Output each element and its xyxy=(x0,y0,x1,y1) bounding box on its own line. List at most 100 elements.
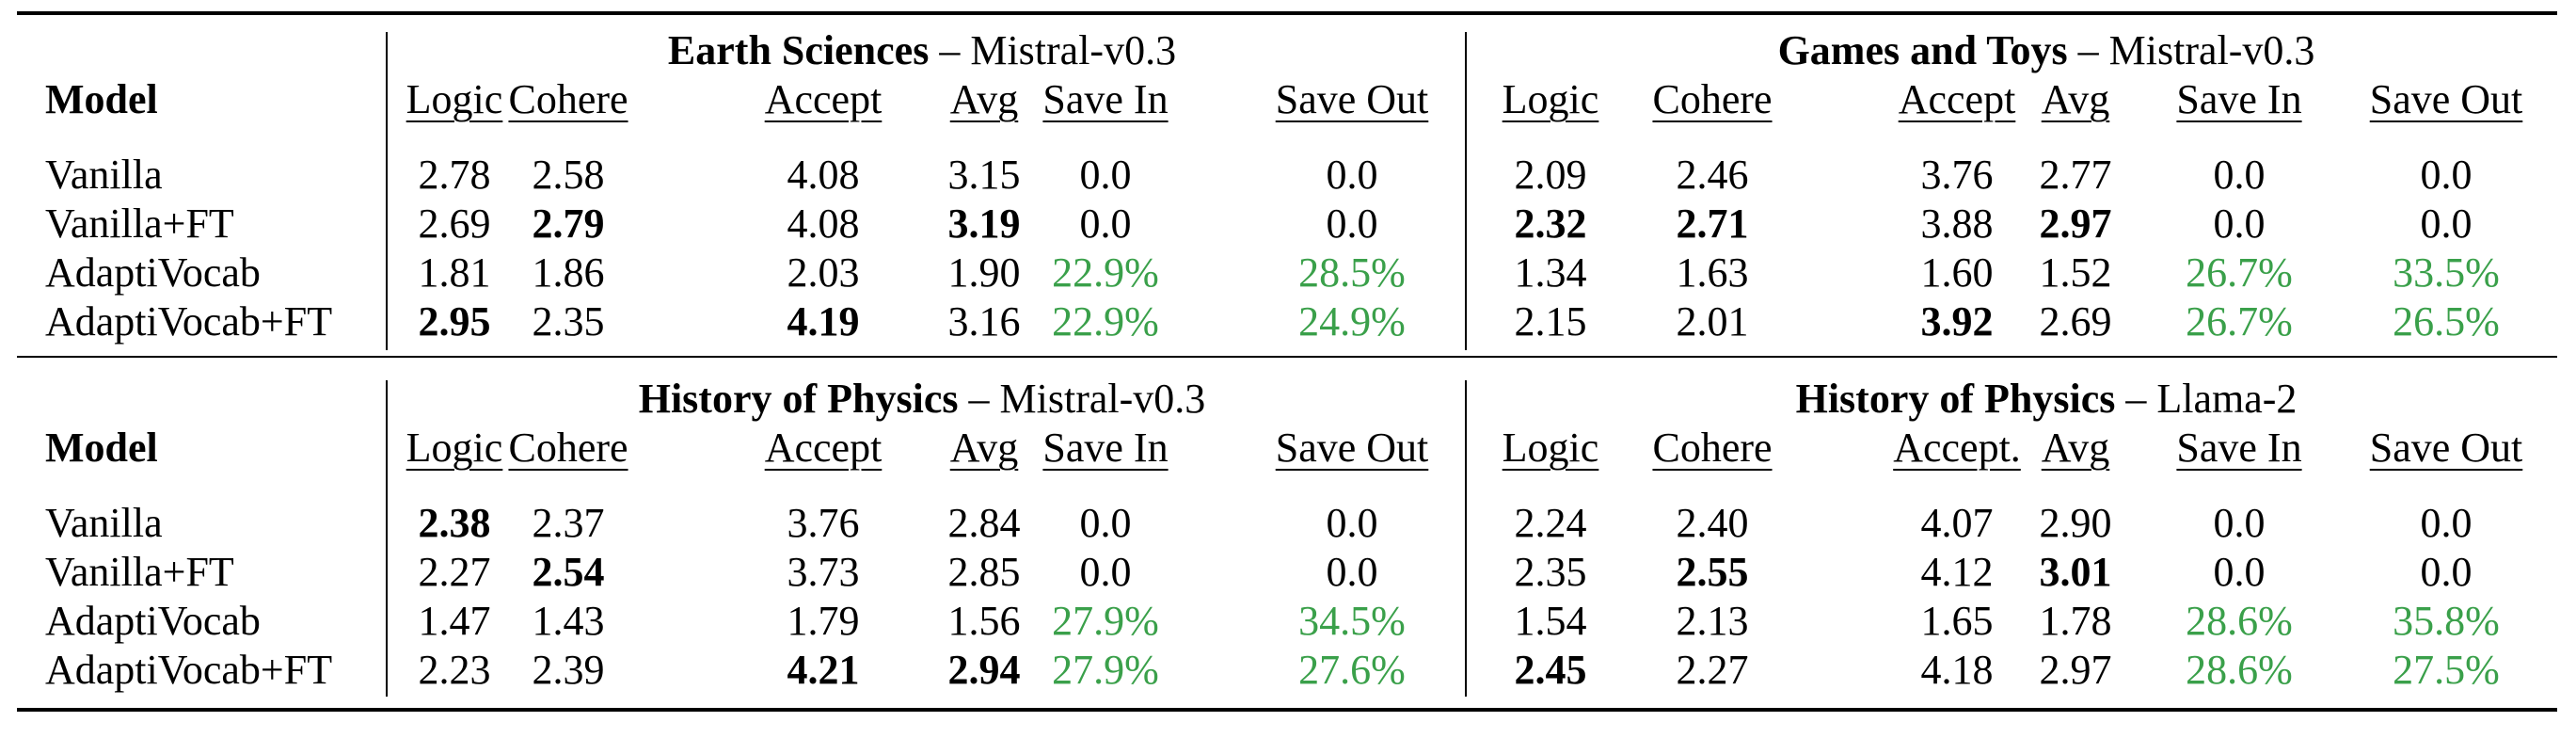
column-header: Save Out xyxy=(2369,76,2523,122)
mid-rule xyxy=(17,356,2557,358)
table-cell: 2.79 xyxy=(532,201,605,247)
table-cell: 24.9% xyxy=(1298,298,1406,345)
panel-title: History of Physics – Mistral-v0.3 xyxy=(639,375,1206,424)
table-cell: 3.76 xyxy=(1920,152,1994,198)
table-cell: 2.46 xyxy=(1676,152,1749,198)
table-cell: 0.0 xyxy=(2213,500,2266,546)
panel-title-model: – Mistral-v0.3 xyxy=(929,27,1177,73)
table-cell: 1.90 xyxy=(947,249,1021,296)
table-cell: 22.9% xyxy=(1052,298,1159,345)
model-name: AdaptiVocab+FT xyxy=(45,647,333,693)
table-cell: 2.90 xyxy=(2039,500,2112,546)
row-header-label: Model xyxy=(45,76,158,122)
table-cell: 1.60 xyxy=(1920,249,1994,296)
table-cell: 28.6% xyxy=(2186,647,2293,693)
table-cell: 2.58 xyxy=(532,152,605,198)
column-header: Save Out xyxy=(1275,425,1429,471)
table-cell: 2.13 xyxy=(1676,598,1749,644)
table-cell: 3.15 xyxy=(947,152,1021,198)
table-cell: 0.0 xyxy=(2213,201,2266,247)
table-cell: 1.79 xyxy=(787,598,860,644)
table-cell: 0.0 xyxy=(1079,549,1132,595)
table-cell: 0.0 xyxy=(2420,152,2473,198)
table-cell: 2.27 xyxy=(1676,647,1749,693)
table-cell: 2.39 xyxy=(532,647,605,693)
table-cell: 2.54 xyxy=(532,549,605,595)
table-cell: 2.32 xyxy=(1514,201,1587,247)
table-cell: 4.21 xyxy=(787,647,860,693)
table-cell: 0.0 xyxy=(2420,201,2473,247)
table-cell: 2.78 xyxy=(418,152,491,198)
panel-title-domain: History of Physics xyxy=(638,376,959,422)
column-header: Logic xyxy=(1502,76,1599,122)
model-name: Vanilla xyxy=(45,500,163,546)
column-header: Save Out xyxy=(1275,76,1429,122)
column-header: Logic xyxy=(405,425,503,471)
table-cell: 1.43 xyxy=(532,598,605,644)
table-cell: 4.07 xyxy=(1920,500,1994,546)
panel-title-domain: Games and Toys xyxy=(1777,27,2068,73)
table-cell: 4.08 xyxy=(787,152,860,198)
table-cell: 0.0 xyxy=(2213,549,2266,595)
top-rule xyxy=(17,11,2557,15)
table-cell: 35.8% xyxy=(2393,598,2500,644)
column-header: Accept. xyxy=(1893,425,2021,471)
table-cell: 3.01 xyxy=(2039,549,2112,595)
table-cell: 4.12 xyxy=(1920,549,1994,595)
table-cell: 3.73 xyxy=(787,549,860,595)
table-cell: 2.35 xyxy=(1514,549,1587,595)
column-header: Cohere xyxy=(1652,76,1773,122)
column-header: Cohere xyxy=(508,76,628,122)
table-cell: 27.9% xyxy=(1052,647,1159,693)
table-cell: 2.15 xyxy=(1514,298,1587,345)
model-name: AdaptiVocab xyxy=(45,598,261,644)
table-cell: 27.5% xyxy=(2393,647,2500,693)
table-cell: 27.6% xyxy=(1298,647,1406,693)
table-cell: 2.84 xyxy=(947,500,1021,546)
table-cell: 3.76 xyxy=(787,500,860,546)
table-cell: 4.18 xyxy=(1920,647,1994,693)
table-cell: 0.0 xyxy=(2213,152,2266,198)
panel-title-model: – Mistral-v0.3 xyxy=(958,376,1206,422)
panel-title-model: – Llama-2 xyxy=(2115,376,2298,422)
column-header: Avg xyxy=(949,76,1019,122)
table-cell: 22.9% xyxy=(1052,249,1159,296)
table-cell: 26.5% xyxy=(2393,298,2500,345)
column-header: Logic xyxy=(405,76,503,122)
table-cell: 0.0 xyxy=(2420,500,2473,546)
table-cell: 3.92 xyxy=(1920,298,1994,345)
table-cell: 26.7% xyxy=(2186,298,2293,345)
table-cell: 4.19 xyxy=(787,298,860,345)
table-cell: 1.54 xyxy=(1514,598,1587,644)
column-header: Cohere xyxy=(508,425,628,471)
column-header: Avg xyxy=(2041,425,2110,471)
table-cell: 2.01 xyxy=(1676,298,1749,345)
panel-title-model: – Mistral-v0.3 xyxy=(2067,27,2315,73)
table-cell: 4.08 xyxy=(787,201,860,247)
table-cell: 3.16 xyxy=(947,298,1021,345)
table-cell: 0.0 xyxy=(1079,201,1132,247)
model-name: Vanilla+FT xyxy=(45,549,234,595)
panel-title: Earth Sciences – Mistral-v0.3 xyxy=(668,26,1176,75)
column-separator xyxy=(386,32,388,350)
column-separator xyxy=(1465,380,1467,697)
table-cell: 28.6% xyxy=(2186,598,2293,644)
table-cell: 2.40 xyxy=(1676,500,1749,546)
table-cell: 27.9% xyxy=(1052,598,1159,644)
column-header: Save In xyxy=(2176,425,2302,471)
model-name: Vanilla+FT xyxy=(45,201,234,247)
table-cell: 0.0 xyxy=(1326,500,1378,546)
column-header: Save In xyxy=(1042,425,1169,471)
table-cell: 1.47 xyxy=(418,598,491,644)
table-cell: 2.69 xyxy=(2039,298,2112,345)
table-cell: 28.5% xyxy=(1298,249,1406,296)
column-header: Cohere xyxy=(1652,425,1773,471)
column-separator xyxy=(386,380,388,697)
column-header: Save Out xyxy=(2369,425,2523,471)
table-cell: 0.0 xyxy=(1326,201,1378,247)
table-cell: 2.38 xyxy=(418,500,491,546)
table-cell: 1.63 xyxy=(1676,249,1749,296)
model-name: Vanilla xyxy=(45,152,163,198)
table-cell: 2.97 xyxy=(2039,201,2112,247)
